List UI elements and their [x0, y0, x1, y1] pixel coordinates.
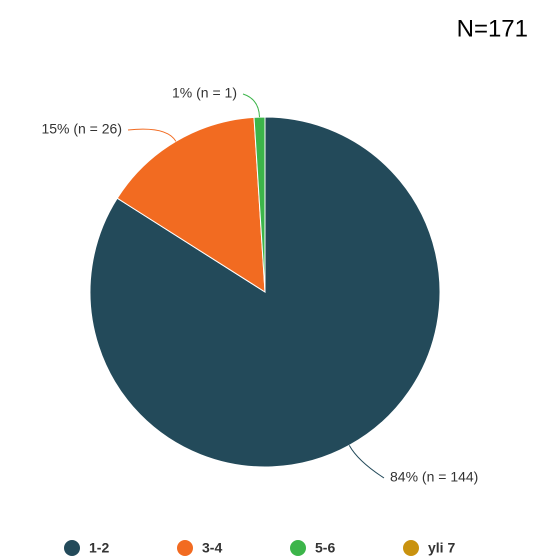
legend-label: 5-6: [315, 540, 335, 556]
legend-swatch: [177, 540, 193, 556]
legend-swatch: [290, 540, 306, 556]
data-label: 15% (n = 26): [41, 121, 122, 137]
legend-label: yli 7: [428, 540, 455, 556]
data-label: 84% (n = 144): [390, 469, 478, 485]
leader-line: [242, 93, 261, 118]
legend-label: 3-4: [202, 540, 222, 556]
chart-title: N=171: [457, 15, 528, 42]
legend-label: 1-2: [89, 540, 109, 556]
leader-line: [127, 128, 177, 142]
legend-swatch: [403, 540, 419, 556]
pie-slice: [116, 116, 266, 293]
data-label: 1% (n = 1): [172, 85, 237, 101]
leader-line: [348, 445, 385, 479]
legend-swatch: [64, 540, 80, 556]
